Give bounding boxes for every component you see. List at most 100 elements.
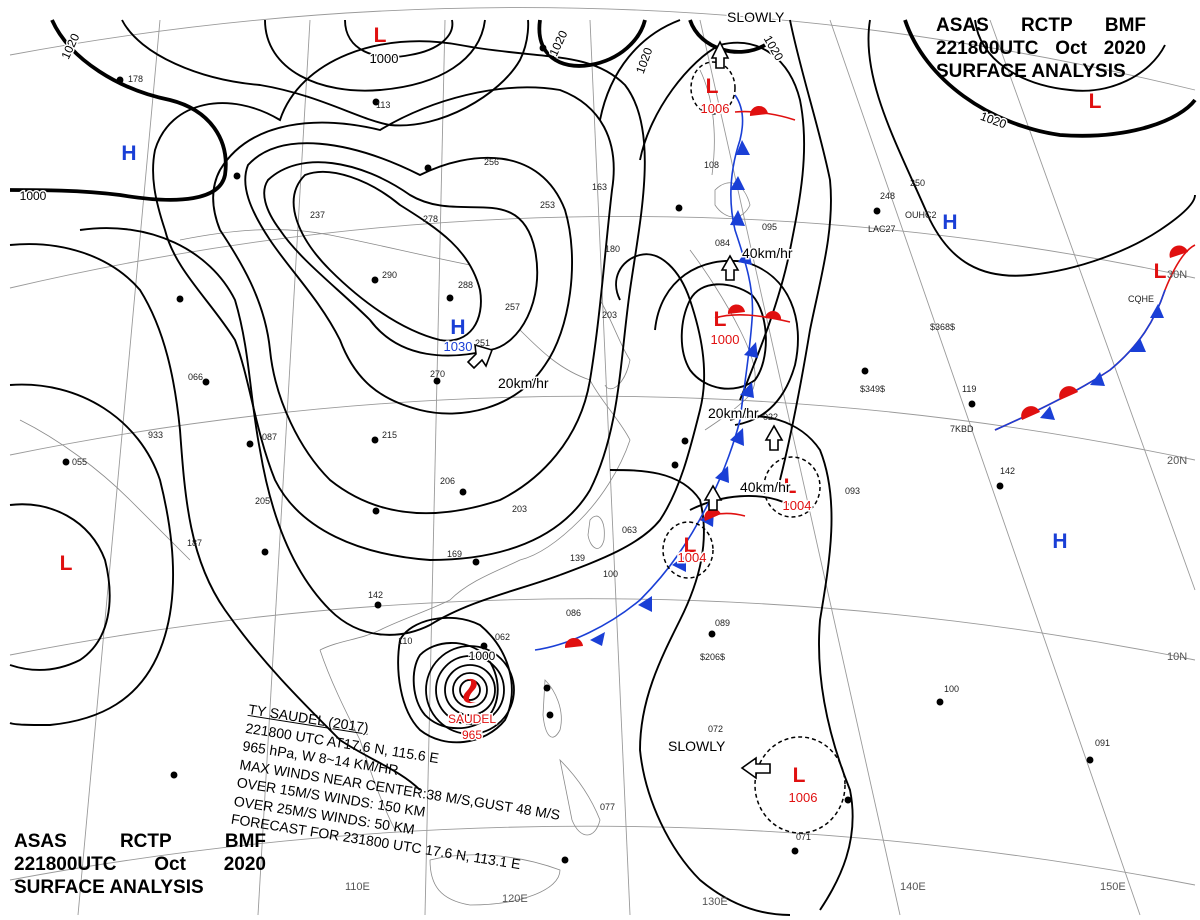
warm-front-semicircle [727, 304, 745, 314]
graticule [9, 7, 1196, 916]
typhoon-pressure: 965 [462, 728, 482, 742]
pressure-value: 1004 [783, 498, 812, 513]
pressure-value: 1006 [701, 101, 730, 116]
philippines-south [559, 758, 601, 836]
station-value: 142 [1000, 466, 1015, 476]
station-value: 933 [148, 430, 163, 440]
station-value: 205 [255, 496, 270, 506]
dashed-outline [662, 521, 714, 579]
taiwan-island [587, 515, 605, 549]
station-dot [202, 378, 210, 386]
typhoon-icon [463, 678, 477, 704]
pressure-value: 1000 [370, 51, 399, 66]
cold-front-triangle [1040, 406, 1055, 420]
station-id: OUHC2 [905, 210, 937, 220]
isobar [121, 19, 530, 127]
isobars-major [9, 19, 1197, 202]
movement-label: SLOWLY [727, 9, 785, 25]
station-dot [62, 458, 70, 466]
isobars [9, 19, 1196, 916]
station-dot [372, 507, 380, 515]
station-dot [176, 295, 184, 303]
station-value: 142 [368, 590, 383, 600]
station-dot [791, 847, 799, 855]
high-pressure-center: H [942, 211, 957, 234]
station-id: CQHE [1128, 294, 1154, 304]
japan-hokkaido [714, 182, 751, 218]
header-center-code: ASAS [936, 15, 989, 36]
parallel-0 [9, 825, 1196, 886]
isobar [654, 259, 799, 426]
china-coast [319, 329, 631, 651]
station-dot [446, 294, 454, 302]
cold-front-triangle [715, 466, 729, 483]
pressure-value: 1000 [711, 332, 740, 347]
station-value: 206 [440, 476, 455, 486]
typhoon-name: SAUDEL [448, 712, 496, 726]
movement-label: SLOWLY [668, 738, 726, 754]
station-value: 203 [512, 504, 527, 514]
warm-front-semicircle [765, 310, 782, 320]
high-pressure-center: H [450, 316, 465, 339]
station-dot [472, 558, 480, 566]
cold-front-triangle [730, 176, 745, 190]
header-chart-type: SURFACE ANALYSIS [14, 877, 204, 898]
typhoon-ring [444, 664, 496, 716]
isobar [609, 469, 791, 916]
station-value: 253 [540, 200, 555, 210]
station-dot [561, 856, 569, 864]
station-dot [539, 44, 547, 52]
typhoon-ring [425, 645, 515, 735]
header-top-right: ASAS RCTP BMF 221800UTC Oct 2020 SURFACE… [936, 14, 1146, 83]
station-value: 110 [398, 636, 412, 646]
arrow-west-icon [740, 756, 771, 780]
parallel-30n [9, 215, 1196, 289]
philippines-luzon [542, 679, 562, 738]
station-dot [233, 172, 241, 180]
isobar [264, 19, 486, 92]
isobar-label: 1000 [20, 189, 47, 203]
station-id: 7KBD [950, 424, 974, 434]
bay-of-bengal-coast [19, 419, 191, 561]
isobar [397, 616, 513, 744]
station-dot [480, 642, 488, 650]
movement-label: 40km/hr [742, 245, 793, 261]
station-value: 257 [505, 302, 520, 312]
japan-honshu [689, 249, 756, 431]
cold-front-triangle [1150, 304, 1164, 318]
meridian-130e [589, 19, 631, 916]
isobar [680, 283, 767, 390]
station-value: 169 [447, 549, 462, 559]
warm-front [714, 314, 791, 323]
isobar [263, 161, 539, 357]
station-value: 139 [570, 553, 585, 563]
station-value: 290 [382, 270, 397, 280]
station-dot [671, 461, 679, 469]
header-time: 221800UTC [14, 854, 117, 875]
cold-front-triangle [730, 428, 744, 446]
station-dot [844, 796, 852, 804]
station-id: $349$ [860, 384, 885, 394]
low-pressure-center: L [684, 534, 697, 557]
meridian-110e [257, 19, 311, 916]
meridian-120e [424, 19, 446, 916]
latitude-label: 10N [1167, 651, 1187, 663]
low-pressure-center: L [1089, 90, 1102, 113]
header-row: 221800UTC Oct 2020 [14, 853, 266, 876]
movement-arrows [466, 40, 784, 780]
station-markers [62, 44, 1094, 864]
longitude-label: 120E [502, 893, 528, 905]
isobar-label: 1000 [469, 649, 496, 663]
isobar [292, 170, 482, 342]
isobar-1020 [903, 19, 1197, 138]
dashed-low-outlines [662, 61, 846, 834]
station-value: 113 [376, 100, 390, 110]
dashed-outline [754, 736, 846, 834]
header-product-code: BMF [1104, 15, 1146, 36]
station-value: 055 [72, 457, 87, 467]
station-value: 215 [382, 430, 397, 440]
cold-front-triangle [740, 382, 754, 398]
header-year: 2020 [1103, 38, 1146, 59]
station-value: 187 [187, 538, 202, 548]
station-dot [936, 698, 944, 706]
